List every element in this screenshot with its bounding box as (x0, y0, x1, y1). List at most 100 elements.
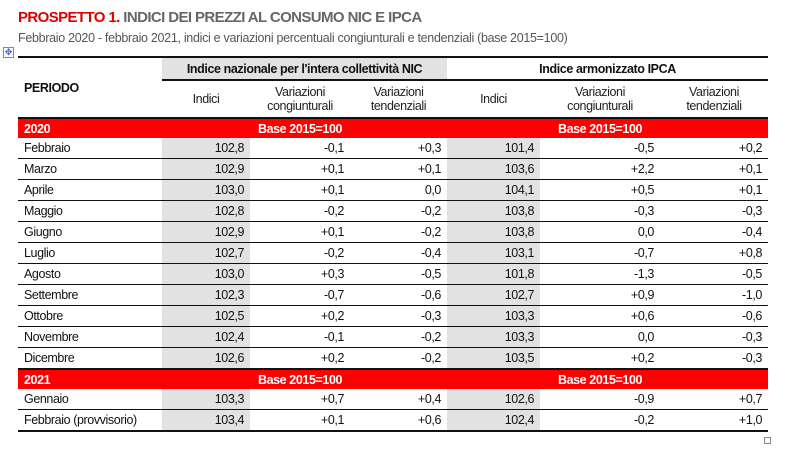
value-cell: 103,3 (162, 389, 250, 410)
value-cell: +0,2 (250, 305, 350, 327)
table-subtitle: Febbraio 2020 - febbraio 2021, indici e … (18, 31, 568, 45)
col-header: Variazioni congiunturali (267, 85, 333, 113)
nic-group-header: Indice nazionale per l'intera collettivi… (162, 58, 447, 81)
table-row: Giugno 102,9 +0,1 -0,2 103,8 0,0 -0,4 (18, 221, 768, 243)
period-cell: Febbraio (provvisorio) (18, 409, 162, 432)
table-row: Maggio 102,8 -0,2 -0,2 103,8 -0,3 -0,3 (18, 200, 768, 222)
value-cell: -0,3 (660, 200, 768, 222)
value-cell: -0,2 (350, 347, 447, 370)
value-cell: +0,1 (250, 221, 350, 243)
value-cell: 103,6 (447, 158, 540, 180)
value-cell: +0,7 (660, 389, 768, 410)
value-cell: -0,1 (250, 326, 350, 348)
value-cell: -0,5 (660, 263, 768, 285)
value-cell: 0,0 (350, 179, 447, 201)
base-label-ipca: Base 2015=100 (540, 368, 660, 389)
value-cell: -0,2 (350, 200, 447, 222)
value-cell: -0,5 (350, 263, 447, 285)
value-cell: -0,2 (250, 200, 350, 222)
value-cell: 102,4 (447, 409, 540, 432)
value-cell: -0,7 (540, 242, 660, 264)
period-cell: Marzo (18, 158, 162, 180)
value-cell: 103,5 (447, 347, 540, 370)
value-cell: +0,2 (250, 347, 350, 370)
value-cell: 102,3 (162, 284, 250, 306)
value-cell: 102,9 (162, 158, 250, 180)
value-cell: +0,8 (660, 242, 768, 264)
value-cell: -0,3 (660, 326, 768, 348)
value-cell: +0,6 (350, 409, 447, 432)
period-cell: Agosto (18, 263, 162, 285)
value-cell: -0,2 (350, 221, 447, 243)
value-cell: -0,6 (350, 284, 447, 306)
period-cell: Aprile (18, 179, 162, 201)
year-row: 2021 Base 2015=100 Base 2015=100 (18, 368, 768, 389)
table-title: PROSPETTO 1. INDICI DEI PREZZI AL CONSUM… (18, 9, 422, 26)
value-cell: 103,8 (447, 221, 540, 243)
value-cell: 102,8 (162, 138, 250, 159)
period-cell: Novembre (18, 326, 162, 348)
col-header: Indici (192, 92, 220, 106)
value-cell: 103,3 (447, 326, 540, 348)
value-cell: 101,4 (447, 138, 540, 159)
value-cell: -0,7 (250, 284, 350, 306)
value-cell: 102,5 (162, 305, 250, 327)
value-cell: -0,2 (540, 409, 660, 432)
value-cell: 104,1 (447, 179, 540, 201)
col-header: Variazioni congiunturali (567, 85, 633, 113)
ipca-group-header: Indice armonizzato IPCA (447, 58, 768, 81)
value-cell: -0,3 (660, 347, 768, 370)
value-cell: -0,6 (660, 305, 768, 327)
table-row: Luglio 102,7 -0,2 -0,4 103,1 -0,7 +0,8 (18, 242, 768, 264)
year-label: 2020 (18, 117, 162, 138)
value-cell: 103,0 (162, 179, 250, 201)
value-cell: -0,4 (660, 221, 768, 243)
value-cell: +2,2 (540, 158, 660, 180)
value-cell: +0,4 (350, 389, 447, 410)
value-cell: +0,1 (660, 179, 768, 201)
value-cell: +0,2 (540, 347, 660, 370)
base-label-nic: Base 2015=100 (250, 117, 350, 138)
value-cell: +0,3 (350, 138, 447, 159)
period-cell: Giugno (18, 221, 162, 243)
value-cell: -0,9 (540, 389, 660, 410)
value-cell: 102,7 (447, 284, 540, 306)
value-cell: 0,0 (540, 221, 660, 243)
value-cell: 102,6 (447, 389, 540, 410)
value-cell: -0,4 (350, 242, 447, 264)
value-cell: +0,1 (250, 158, 350, 180)
base-label-nic: Base 2015=100 (250, 368, 350, 389)
move-handle-icon[interactable]: ✥ (3, 47, 14, 58)
value-cell: +0,1 (350, 158, 447, 180)
table-row: Novembre 102,4 -0,1 -0,2 103,3 0,0 -0,3 (18, 326, 768, 348)
value-cell: 102,8 (162, 200, 250, 222)
period-cell: Ottobre (18, 305, 162, 327)
value-cell: -0,1 (250, 138, 350, 159)
value-cell: 102,7 (162, 242, 250, 264)
value-cell: 103,4 (162, 409, 250, 432)
value-cell: 102,4 (162, 326, 250, 348)
value-cell: +1,0 (660, 409, 768, 432)
value-cell: -1,3 (540, 263, 660, 285)
col-header: Variazioni tendenziali (370, 85, 427, 113)
price-index-table: PERIODO Indice nazionale per l'intera co… (18, 56, 768, 432)
value-cell: +0,6 (540, 305, 660, 327)
table-row: Gennaio 103,3 +0,7 +0,4 102,6 -0,9 +0,7 (18, 389, 768, 410)
value-cell: 103,0 (162, 263, 250, 285)
table-row: Ottobre 102,5 +0,2 -0,3 103,3 +0,6 -0,6 (18, 305, 768, 327)
resize-handle[interactable] (764, 437, 771, 444)
value-cell: +0,1 (660, 158, 768, 180)
period-cell: Febbraio (18, 138, 162, 159)
table-row: Settembre 102,3 -0,7 -0,6 102,7 +0,9 -1,0 (18, 284, 768, 306)
value-cell: 103,3 (447, 305, 540, 327)
value-cell: -1,0 (660, 284, 768, 306)
table-row: Aprile 103,0 +0,1 0,0 104,1 +0,5 +0,1 (18, 179, 768, 201)
value-cell: +0,9 (540, 284, 660, 306)
table-row: Agosto 103,0 +0,3 -0,5 101,8 -1,3 -0,5 (18, 263, 768, 285)
table-row: Febbraio (provvisorio) 103,4 +0,1 +0,6 102,4… (18, 409, 768, 432)
col-header: Variazioni tendenziali (686, 85, 742, 113)
table-row: Dicembre 102,6 +0,2 -0,2 103,5 +0,2 -0,3 (18, 347, 768, 370)
table-row: Febbraio 102,8 -0,1 +0,3 101,4 -0,5 +0,2 (18, 138, 768, 159)
value-cell: +0,3 (250, 263, 350, 285)
col-header: Indici (480, 92, 507, 106)
